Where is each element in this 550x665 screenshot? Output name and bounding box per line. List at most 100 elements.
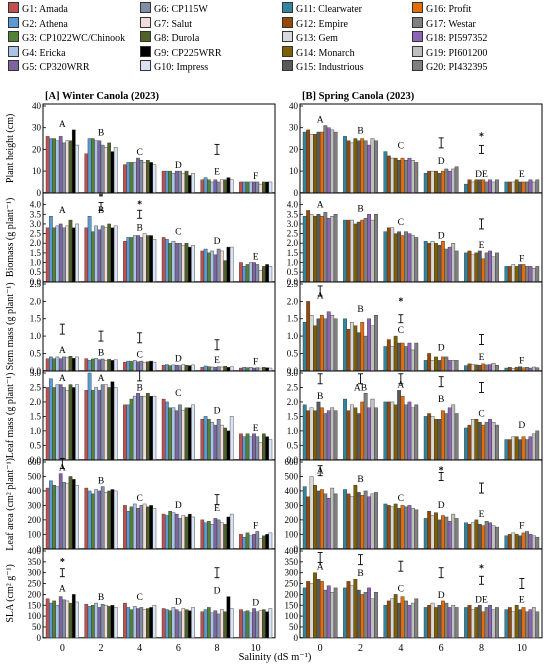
bar [84,358,89,372]
bar [226,596,231,639]
bar [350,496,354,549]
bar [68,356,73,371]
significance-letter: D [438,231,445,241]
bar [518,535,523,550]
bar [521,532,526,549]
bar [514,605,519,638]
bar [174,170,179,194]
y-tick-label: 0.0 [287,455,299,465]
bar [104,384,108,461]
y-tick-label: 40 [289,101,299,111]
significance-letter: B [317,392,323,402]
y-tick-label: 1.0 [287,426,299,436]
significance-letter: F [519,521,524,531]
bar [174,609,179,639]
bar [491,609,496,639]
bar [129,361,134,371]
bar [165,515,169,550]
bar [511,181,516,193]
bar [152,239,157,282]
bar [356,492,361,550]
bar [488,179,493,193]
bar [200,250,205,282]
bar [226,246,231,283]
significance-letter: B [438,395,444,405]
significance-letter: E [214,504,220,514]
bar [255,436,260,460]
bar [333,214,338,283]
bar [223,524,228,549]
bar [181,515,186,550]
bar [440,410,445,461]
y-tick-label: 400 [28,486,42,496]
bar [488,419,493,461]
bar [343,489,347,549]
bar [248,367,253,372]
legend-item-g15: G15: Industrious [282,60,364,73]
bar [333,410,338,461]
bar [107,490,111,549]
significance-letter: F [519,254,524,264]
bar [471,181,475,193]
x-axis-label: Salinity (dS m⁻¹) [239,652,312,663]
y-tick-label: 30 [32,123,42,133]
bar [100,144,105,193]
bar [514,266,519,283]
bar [374,592,378,638]
bar [474,252,479,283]
bar [87,216,92,282]
y-tick-label: 10 [32,166,42,176]
bar [252,262,256,282]
y-tick-label: 2.5 [287,229,299,239]
bar [507,534,512,549]
bar [110,151,115,194]
bar [132,235,137,283]
bar [313,325,317,372]
bar [206,252,211,283]
legend-label: G17: Westar [426,18,476,30]
bar [90,138,95,194]
bar [440,356,445,371]
bar [447,607,452,638]
significance-letter: D [252,599,259,609]
bar [178,170,182,194]
bar [139,360,144,371]
bar [444,356,449,371]
bar [136,393,140,460]
bar [268,367,273,371]
significance-letter: A [98,374,105,384]
bar [165,401,169,460]
y-tick-label: 0.5 [30,348,42,358]
bar [440,515,445,550]
bar [136,157,140,194]
bar [467,424,472,460]
bar [181,244,186,282]
bar [123,164,127,193]
bar [525,266,529,283]
bar [330,407,335,460]
bar [464,522,468,550]
bar [65,140,70,194]
bar [152,361,157,371]
bar [363,217,368,282]
y-tick-label: 2.0 [30,397,42,407]
x-tick-label: 8 [215,643,220,654]
bar [467,605,472,638]
bar [210,612,214,638]
bar [374,214,378,283]
bar [265,611,269,639]
bar [97,140,102,194]
bar [430,515,435,550]
significance-letter: D [175,355,182,365]
legend-item-g9: G9: CP225WRR [140,45,222,59]
bar [90,605,95,638]
bar [393,594,398,639]
bar [363,592,368,638]
bar [84,153,89,194]
bar [126,404,131,460]
bar [525,181,529,193]
bar [481,611,486,639]
bar [87,372,92,461]
bar [333,587,338,639]
bar [390,227,395,282]
